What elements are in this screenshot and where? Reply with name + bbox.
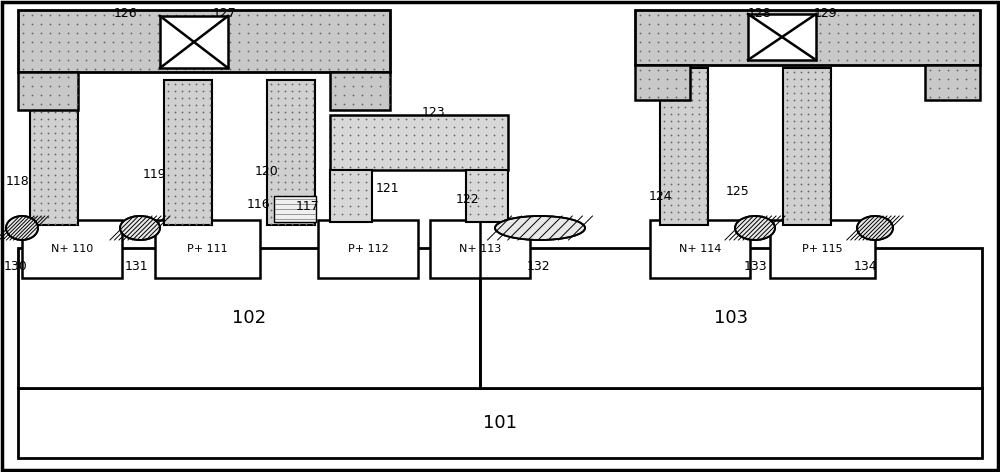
Text: 123: 123 <box>422 106 446 119</box>
Text: 131: 131 <box>125 260 149 273</box>
Ellipse shape <box>857 216 893 240</box>
Bar <box>30 80 78 225</box>
Text: 127: 127 <box>213 7 237 20</box>
Text: 132: 132 <box>527 260 551 273</box>
Bar <box>770 220 875 278</box>
Text: 128: 128 <box>748 7 772 20</box>
Bar <box>18 10 390 72</box>
Bar <box>318 220 418 278</box>
Text: 102: 102 <box>232 309 266 327</box>
Bar <box>925 65 980 100</box>
Bar <box>660 68 708 225</box>
Ellipse shape <box>495 216 585 240</box>
Text: 122: 122 <box>456 193 480 206</box>
Text: 121: 121 <box>376 182 400 195</box>
Text: 129: 129 <box>814 7 838 20</box>
Text: 126: 126 <box>114 7 138 20</box>
Text: 103: 103 <box>714 309 748 327</box>
Bar <box>330 115 508 170</box>
Bar <box>748 14 816 60</box>
Text: P+ 115: P+ 115 <box>802 244 842 254</box>
Ellipse shape <box>735 216 775 240</box>
Text: 125: 125 <box>726 185 750 198</box>
Bar <box>783 68 831 225</box>
Text: P+ 112: P+ 112 <box>348 244 388 254</box>
Bar <box>430 220 530 278</box>
Text: 118: 118 <box>6 175 30 188</box>
Ellipse shape <box>6 216 38 240</box>
Text: N+ 110: N+ 110 <box>51 244 93 254</box>
Bar <box>164 80 212 225</box>
Bar <box>18 388 982 458</box>
Bar <box>274 196 316 222</box>
Text: N+ 113: N+ 113 <box>459 244 501 254</box>
Bar <box>22 220 122 278</box>
Text: N+ 114: N+ 114 <box>679 244 721 254</box>
Bar <box>480 248 982 388</box>
Text: 124: 124 <box>649 190 673 203</box>
Bar <box>18 248 480 388</box>
Text: 134: 134 <box>854 260 878 273</box>
Bar <box>466 170 508 222</box>
Bar <box>650 220 750 278</box>
Bar <box>267 80 315 225</box>
Bar <box>330 72 390 110</box>
Bar <box>18 72 78 110</box>
Text: 101: 101 <box>483 414 517 432</box>
Text: 120: 120 <box>255 165 279 178</box>
Text: 133: 133 <box>744 260 768 273</box>
Bar <box>155 220 260 278</box>
Text: 119: 119 <box>143 168 167 181</box>
Text: 130: 130 <box>4 260 28 273</box>
Text: 117: 117 <box>296 200 320 213</box>
Bar <box>635 10 980 65</box>
Text: P+ 111: P+ 111 <box>187 244 227 254</box>
Bar <box>160 16 228 68</box>
Ellipse shape <box>120 216 160 240</box>
Text: 116: 116 <box>247 198 271 211</box>
Bar <box>635 65 690 100</box>
Bar <box>330 170 372 222</box>
